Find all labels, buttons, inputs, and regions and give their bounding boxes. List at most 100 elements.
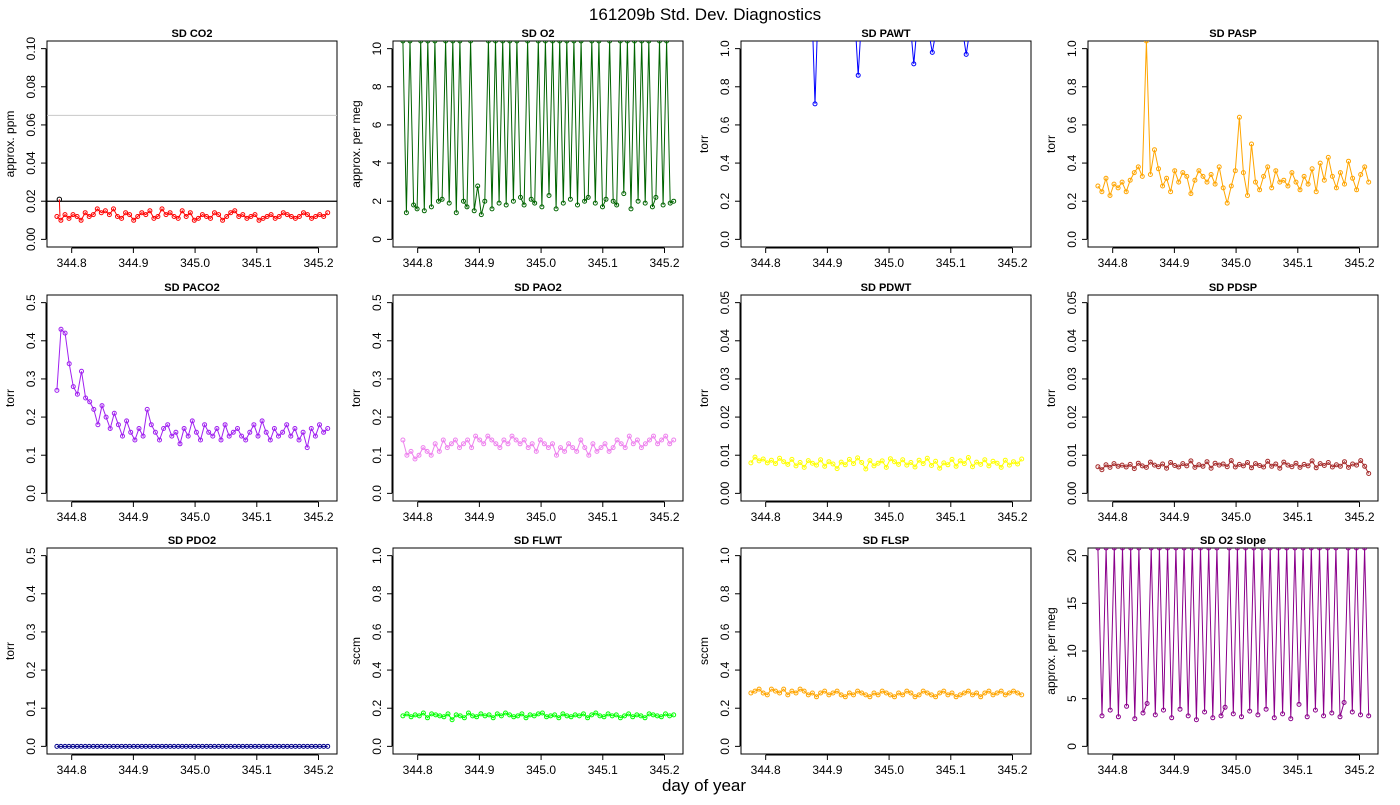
x-tick-label: 344.9 bbox=[812, 510, 842, 524]
data-point bbox=[826, 692, 832, 698]
y-tick-label: 0.5 bbox=[24, 547, 38, 564]
y-tick-label: 1.0 bbox=[1065, 40, 1079, 57]
data-point bbox=[247, 429, 253, 435]
data-point bbox=[614, 437, 620, 443]
series-line bbox=[1097, 41, 1370, 204]
x-tick-label: 345.1 bbox=[1283, 510, 1313, 524]
data-point bbox=[768, 686, 774, 692]
data-point bbox=[1214, 548, 1220, 551]
data-point bbox=[1362, 164, 1368, 170]
series-line bbox=[929, 41, 935, 53]
data-point bbox=[1111, 181, 1117, 187]
data-point bbox=[428, 452, 434, 458]
data-point bbox=[1349, 709, 1355, 715]
data-point bbox=[66, 361, 72, 367]
data-point bbox=[1132, 716, 1138, 722]
data-point bbox=[1124, 703, 1130, 709]
data-point bbox=[1139, 173, 1145, 179]
series-line bbox=[812, 41, 818, 104]
data-point bbox=[1265, 458, 1271, 464]
y-tick-label: 0.1 bbox=[24, 700, 38, 717]
data-point bbox=[1273, 461, 1279, 467]
x-tick-label: 345.0 bbox=[874, 510, 904, 524]
data-point bbox=[1180, 170, 1186, 176]
x-axis: 344.8 344.9 345.0 345.1 345.2 bbox=[403, 754, 680, 777]
data-point bbox=[986, 463, 992, 469]
data-point bbox=[477, 437, 483, 443]
data-point bbox=[617, 715, 623, 721]
data-point bbox=[78, 217, 84, 223]
data-point bbox=[518, 194, 523, 200]
data-point bbox=[1095, 464, 1101, 470]
y-tick-label: 0.2 bbox=[718, 193, 732, 210]
y-tick-label: 0.00 bbox=[718, 481, 732, 505]
series-line bbox=[402, 41, 674, 215]
data-point bbox=[420, 710, 426, 716]
y-axis-label: sccm bbox=[697, 637, 711, 665]
data-point bbox=[1189, 548, 1195, 551]
data-point bbox=[1099, 189, 1105, 195]
data-point bbox=[1366, 179, 1372, 185]
data-point bbox=[606, 448, 612, 454]
y-tick-label: 0.0 bbox=[718, 738, 732, 755]
y-tick-label: 0.01 bbox=[718, 443, 732, 467]
plot-area bbox=[1095, 41, 1372, 206]
data-point bbox=[1288, 716, 1294, 722]
data-point bbox=[785, 461, 791, 467]
data-point bbox=[1228, 458, 1234, 464]
data-point bbox=[651, 433, 656, 439]
data-point bbox=[1176, 179, 1182, 185]
data-point bbox=[1168, 189, 1174, 195]
data-point bbox=[1289, 170, 1295, 176]
plot-frame bbox=[46, 294, 338, 502]
data-point bbox=[128, 429, 134, 435]
data-point bbox=[210, 433, 216, 439]
data-point bbox=[834, 688, 840, 694]
series-line bbox=[750, 456, 1023, 471]
data-point bbox=[570, 445, 576, 451]
data-point bbox=[1308, 548, 1314, 551]
data-point bbox=[1202, 709, 1208, 715]
data-point bbox=[212, 210, 217, 216]
data-point bbox=[308, 426, 314, 431]
data-point bbox=[1346, 464, 1351, 470]
y-tick-label: 0.0 bbox=[24, 738, 38, 755]
data-point bbox=[1224, 200, 1230, 206]
data-point bbox=[655, 441, 661, 447]
data-point bbox=[216, 212, 222, 218]
data-point bbox=[489, 206, 495, 212]
data-point bbox=[489, 437, 495, 443]
data-point bbox=[1119, 179, 1125, 185]
data-point bbox=[622, 713, 627, 719]
y-tick-label: 1.0 bbox=[718, 547, 732, 564]
data-point bbox=[1333, 548, 1339, 551]
data-point bbox=[1304, 714, 1310, 720]
y-axis-label: approx. per meg bbox=[349, 100, 363, 187]
x-tick-label: 345.2 bbox=[303, 510, 333, 524]
data-point bbox=[568, 714, 574, 720]
data-point bbox=[1265, 164, 1271, 170]
data-point bbox=[542, 41, 548, 44]
data-point bbox=[545, 445, 551, 451]
data-point bbox=[830, 461, 836, 467]
data-point bbox=[284, 212, 290, 218]
data-point bbox=[1002, 457, 1008, 463]
x-tick-label: 345.1 bbox=[1283, 763, 1313, 777]
data-point bbox=[639, 41, 645, 44]
data-point bbox=[883, 690, 889, 696]
data-point bbox=[301, 210, 306, 216]
data-point bbox=[532, 200, 538, 206]
data-point bbox=[560, 200, 566, 206]
series-line bbox=[56, 207, 329, 222]
data-point bbox=[1337, 714, 1343, 720]
data-point bbox=[425, 41, 431, 44]
data-point bbox=[593, 710, 599, 716]
data-point bbox=[1297, 464, 1303, 470]
data-point bbox=[525, 445, 531, 451]
plot-area bbox=[812, 41, 969, 107]
data-point bbox=[509, 433, 515, 439]
data-point bbox=[752, 454, 758, 460]
y-tick-label: 0.10 bbox=[24, 37, 38, 61]
data-point bbox=[671, 437, 677, 443]
data-point bbox=[649, 204, 655, 210]
